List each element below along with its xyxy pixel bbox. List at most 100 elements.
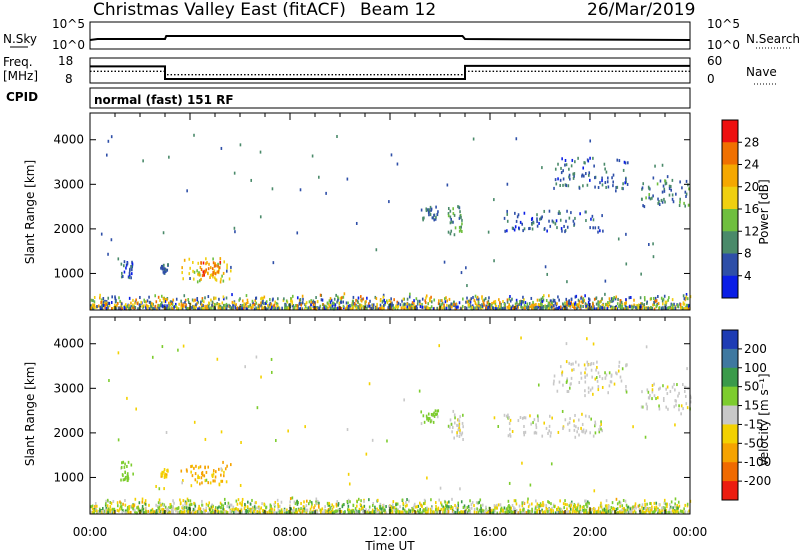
data-cell xyxy=(449,425,451,429)
vel-colorbar-segment xyxy=(722,367,738,388)
data-cell xyxy=(605,508,607,512)
data-cell xyxy=(179,502,182,506)
data-cell xyxy=(353,511,356,515)
data-cell xyxy=(143,511,145,515)
data-cell xyxy=(158,487,161,491)
data-cell xyxy=(156,307,158,311)
data-cell xyxy=(202,270,205,274)
data-cell xyxy=(372,501,375,505)
data-cell xyxy=(99,305,102,309)
data-cell xyxy=(365,508,367,512)
data-cell xyxy=(531,222,533,226)
data-cell xyxy=(336,306,339,310)
data-cell xyxy=(105,502,107,506)
data-cell xyxy=(276,304,279,308)
data-cell xyxy=(661,510,663,514)
data-cell xyxy=(386,301,389,305)
data-cell xyxy=(213,271,215,275)
data-cell xyxy=(664,182,667,186)
data-cell xyxy=(535,431,538,435)
data-cell xyxy=(648,196,651,200)
data-cell xyxy=(193,270,196,274)
nsky-left-tick-top: 10^5 xyxy=(52,17,85,31)
data-cell xyxy=(249,305,252,309)
power-colorbar-segment xyxy=(722,253,738,277)
data-cell xyxy=(452,510,455,514)
data-cell xyxy=(230,265,232,269)
data-cell xyxy=(492,511,494,515)
data-cell xyxy=(478,508,481,512)
data-cell xyxy=(542,504,544,508)
data-cell xyxy=(319,304,322,308)
data-cell xyxy=(191,306,193,310)
data-cell xyxy=(436,412,438,416)
data-cell xyxy=(346,428,349,432)
data-cell xyxy=(671,193,674,197)
data-cell xyxy=(465,300,467,304)
data-cell xyxy=(363,500,365,504)
data-cell xyxy=(93,510,96,514)
data-cell xyxy=(588,173,590,177)
data-cell xyxy=(426,416,429,420)
data-cell xyxy=(389,510,392,514)
data-cell xyxy=(196,302,198,306)
data-cell xyxy=(462,413,464,417)
data-cell xyxy=(162,305,165,309)
data-cell xyxy=(207,304,210,308)
data-cell xyxy=(295,304,297,308)
data-cell xyxy=(592,156,594,160)
data-cell xyxy=(683,201,685,205)
data-cell xyxy=(573,368,575,372)
data-cell xyxy=(255,301,258,305)
data-cell xyxy=(485,306,487,310)
data-cell xyxy=(182,277,184,281)
data-cell xyxy=(415,505,417,509)
data-cell xyxy=(340,300,343,304)
data-cell xyxy=(658,203,661,207)
data-cell xyxy=(476,507,478,511)
data-cell xyxy=(176,507,179,511)
data-cell xyxy=(395,503,397,507)
data-cell xyxy=(331,510,334,514)
data-cell xyxy=(462,506,465,510)
data-cell xyxy=(663,189,666,193)
data-cell xyxy=(466,506,469,510)
data-cell xyxy=(273,303,276,307)
data-cell xyxy=(634,504,636,508)
data-cell xyxy=(588,298,591,302)
data-cell xyxy=(514,507,516,511)
data-cell xyxy=(105,506,108,510)
data-cell xyxy=(666,502,668,506)
data-cell xyxy=(647,390,650,394)
data-cell xyxy=(126,262,129,266)
data-cell xyxy=(551,416,553,420)
data-cell xyxy=(661,163,664,167)
data-cell xyxy=(492,508,495,512)
data-cell xyxy=(238,298,241,302)
data-cell xyxy=(389,306,392,310)
data-cell xyxy=(428,208,431,212)
data-cell xyxy=(147,509,150,513)
data-cell xyxy=(408,303,410,307)
data-cell xyxy=(604,279,607,283)
data-cell xyxy=(554,178,557,182)
data-cell xyxy=(592,362,595,366)
data-cell xyxy=(199,482,201,486)
data-cell xyxy=(387,307,389,311)
data-cell xyxy=(102,304,104,308)
data-cell xyxy=(347,498,350,502)
data-cell xyxy=(92,299,94,303)
data-cell xyxy=(168,301,170,305)
data-cell xyxy=(120,262,123,266)
data-cell xyxy=(305,508,307,512)
data-cell xyxy=(349,307,352,311)
power-ytick-label: 3000 xyxy=(53,177,84,191)
data-cell xyxy=(222,279,225,283)
data-cell xyxy=(669,505,672,509)
data-cell xyxy=(458,425,460,429)
data-cell xyxy=(506,219,509,223)
data-cell xyxy=(451,509,454,513)
data-cell xyxy=(347,508,349,512)
data-cell xyxy=(589,431,591,435)
